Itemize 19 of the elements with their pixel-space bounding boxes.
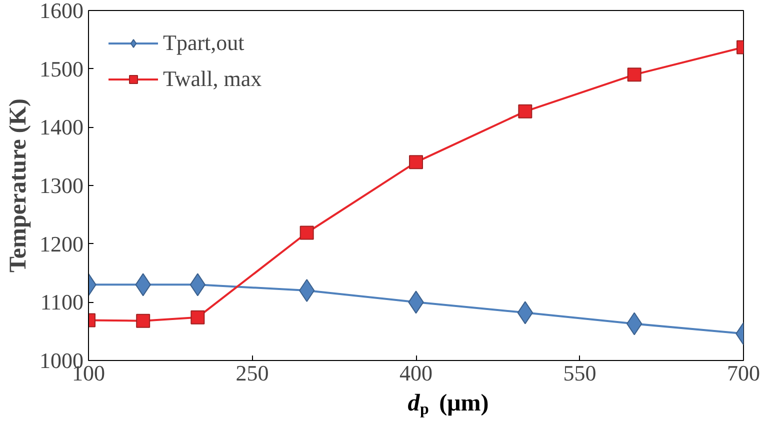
point	[409, 155, 423, 170]
legend-label: Tpart,out	[163, 30, 244, 56]
x-tick-label: 400	[400, 360, 432, 386]
y-tick-label: 1600	[40, 0, 84, 23]
legend-label: Twall, max	[163, 66, 262, 92]
point	[136, 314, 150, 328]
y-tick-label: 1200	[40, 231, 84, 256]
x-tick-label: 250	[236, 360, 269, 386]
x-tick-label: 550	[563, 360, 596, 386]
x-tick-label: 700	[727, 360, 760, 386]
y-tick-label: 1400	[40, 114, 84, 140]
y-axis-title: Temperature (K)	[6, 98, 32, 272]
y-tick-label: 1500	[40, 56, 84, 82]
point	[627, 68, 642, 82]
y-tick-label: 1300	[40, 173, 84, 198]
point	[190, 310, 205, 324]
point	[518, 104, 532, 118]
point	[300, 226, 314, 240]
y-tick-label: 1100	[40, 290, 84, 315]
